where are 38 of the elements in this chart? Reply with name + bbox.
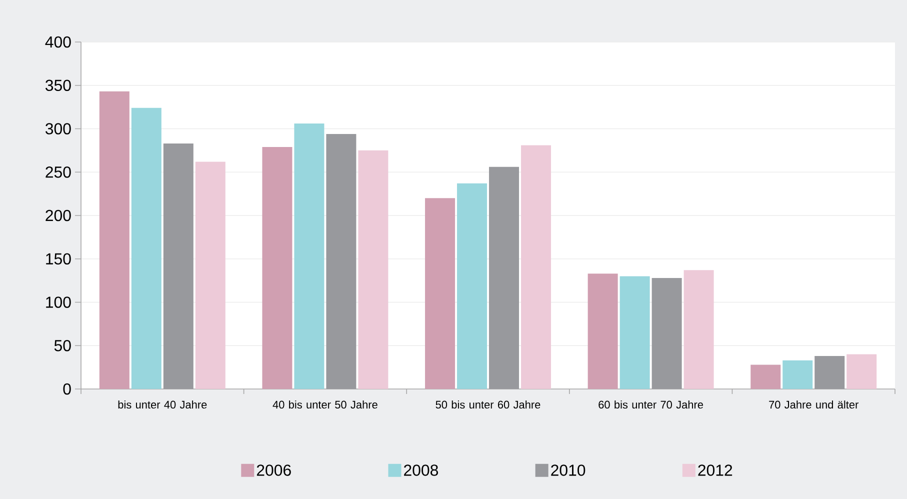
bar [620,276,650,389]
y-tick-label: 50 [54,340,71,352]
bar [425,198,456,389]
bar [684,270,714,389]
bar [846,354,877,389]
bar [750,364,781,389]
bar [195,162,226,389]
y-tick-label: 150 [46,253,71,265]
bar [520,145,551,389]
y-tick-label: 300 [46,123,71,134]
bar [262,146,292,389]
y-tick-label: 250 [46,166,71,178]
x-tick-label: 40 bis unter 50 Jahre [272,400,378,409]
bar [814,356,845,389]
y-tick-label: 400 [45,36,71,48]
legend-label: 2008 [404,464,438,476]
x-tick-label: 70 Jahre und älter [769,400,858,409]
bar [99,91,130,389]
y-tick-label: 350 [46,80,71,92]
y-tick-label: 0 [63,383,71,395]
x-tick-label: bis unter 40 Jahre [118,400,207,409]
bar [652,278,682,389]
bar [588,274,618,389]
legend-label: 2012 [698,464,732,476]
legend-label: 2010 [551,464,586,476]
legend-label: 2006 [256,464,291,476]
bar [326,134,356,389]
bar [489,166,520,389]
x-tick-label: 60 bis unter 70 Jahre [598,400,703,409]
y-tick-label: 100 [46,296,71,308]
bar [163,143,194,389]
bar [294,124,324,389]
bar [457,183,488,389]
bar [358,150,388,389]
bar [131,108,162,389]
x-tick-label: 50 bis unter 60 Jahre [436,400,540,409]
y-tick-label: 200 [46,210,71,222]
bar [782,360,813,389]
